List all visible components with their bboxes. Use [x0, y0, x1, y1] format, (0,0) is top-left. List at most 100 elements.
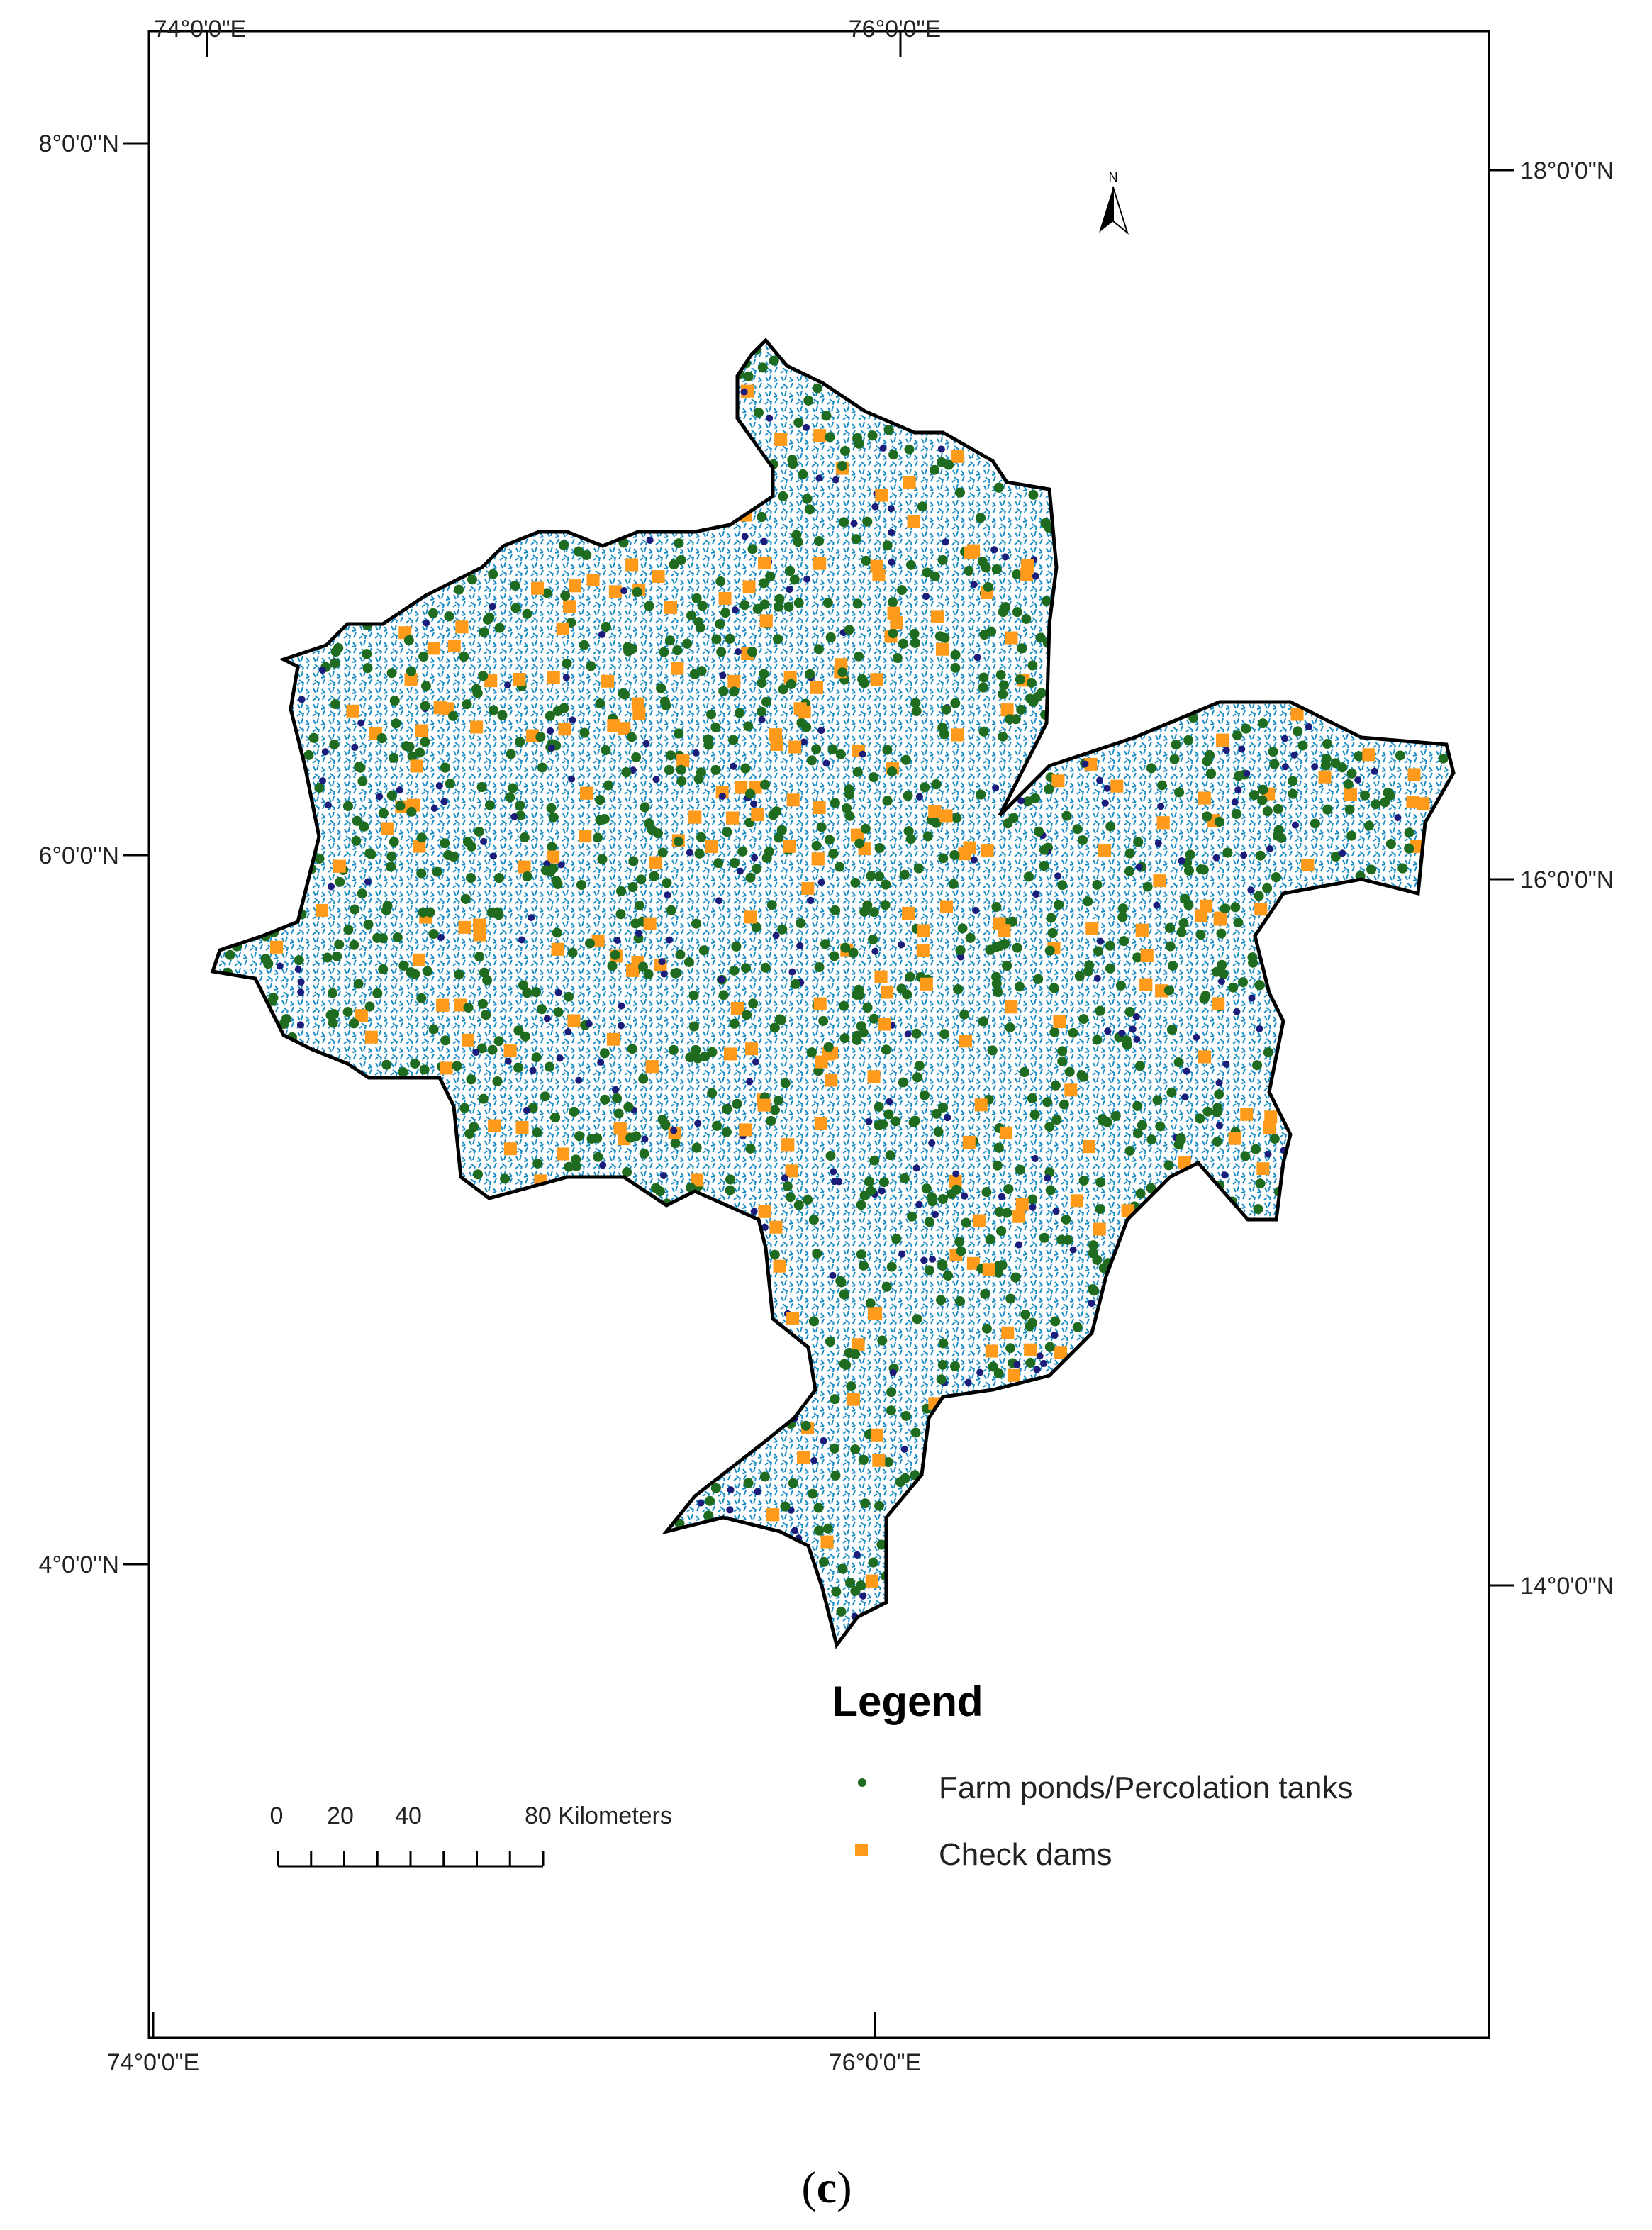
check-dam — [567, 1014, 581, 1027]
farm-pond — [398, 1066, 408, 1077]
farm-pond — [1395, 750, 1405, 761]
tank-dot — [635, 930, 643, 937]
farm-pond — [1029, 1110, 1040, 1120]
check-dam — [813, 429, 827, 442]
farm-pond — [1404, 843, 1414, 854]
farm-pond — [959, 1009, 970, 1020]
farm-pond — [769, 1105, 780, 1115]
farm-pond — [1102, 1117, 1112, 1127]
farm-pond — [522, 608, 532, 619]
farm-pond — [802, 494, 813, 504]
farm-pond — [793, 598, 804, 608]
farm-pond — [1015, 674, 1025, 685]
farm-pond — [674, 728, 684, 739]
farm-pond — [793, 1200, 804, 1210]
tank-dot — [658, 958, 666, 966]
farm-pond — [789, 574, 800, 585]
tank-dot — [871, 947, 879, 955]
farm-pond — [851, 989, 861, 1000]
farm-pond — [710, 722, 721, 732]
check-dam — [1098, 844, 1111, 857]
tank-dot — [1088, 1300, 1095, 1308]
region-outline — [210, 338, 1456, 1649]
farm-pond — [661, 701, 671, 711]
check-dam — [691, 1173, 704, 1187]
farm-pond — [759, 599, 770, 610]
farm-pond — [854, 838, 865, 849]
farm-pond — [1146, 763, 1156, 774]
farm-pond — [862, 1002, 873, 1013]
farm-pond — [1124, 848, 1135, 859]
check-dam — [785, 1164, 798, 1178]
tank-dot — [937, 445, 945, 453]
tank-dot — [554, 988, 562, 996]
farm-pond — [1233, 918, 1244, 928]
farm-pond — [950, 698, 961, 708]
farm-pond — [693, 617, 704, 628]
farm-pond — [515, 737, 525, 747]
farm-pond — [1132, 1100, 1143, 1111]
tank-dot — [376, 793, 384, 801]
check-dam — [875, 489, 888, 502]
check-dam — [814, 1117, 827, 1131]
farm-pond — [1027, 660, 1038, 671]
farm-pond — [354, 762, 364, 772]
tank-dot — [931, 1210, 939, 1218]
tank-dot — [920, 1256, 928, 1264]
check-dam — [503, 1142, 517, 1156]
check-dam — [626, 964, 640, 977]
region-fill — [213, 340, 1453, 1645]
tank-dot — [898, 1250, 906, 1258]
check-dam — [868, 1307, 881, 1320]
farm-pond — [811, 744, 822, 754]
farm-pond — [898, 1077, 908, 1088]
farm-pond — [766, 1115, 776, 1126]
check-dam — [607, 719, 620, 732]
check-dam — [1053, 1015, 1066, 1028]
farm-pond — [806, 755, 817, 766]
tank-dot — [1233, 1008, 1241, 1015]
check-dam — [355, 1009, 368, 1022]
scale-bar: 0 20 40 80 Kilometers — [270, 1802, 672, 1868]
farm-pond — [722, 827, 732, 837]
farm-pond — [931, 779, 942, 790]
farm-pond — [979, 630, 990, 640]
check-dam — [558, 723, 571, 736]
farm-pond — [1257, 795, 1268, 805]
farm-pond — [759, 669, 769, 679]
farm-pond — [329, 739, 340, 749]
tank-dot — [1054, 872, 1062, 880]
tank-dot — [1311, 763, 1319, 771]
farm-pond — [785, 566, 796, 576]
check-dam — [652, 570, 665, 584]
farm-pond — [444, 611, 454, 622]
tank-dot — [1017, 797, 1025, 805]
farm-pond — [1133, 837, 1144, 847]
tank-dot — [1181, 1093, 1189, 1101]
farm-pond — [922, 831, 933, 842]
tank-dot — [1193, 1034, 1200, 1042]
check-dam — [813, 801, 826, 815]
farm-pond — [788, 459, 798, 469]
farm-pond — [1088, 1248, 1098, 1259]
check-dam — [871, 1428, 884, 1442]
farm-pond — [803, 1195, 813, 1205]
check-dam — [781, 1138, 795, 1152]
farm-pond — [897, 585, 908, 596]
farm-pond — [950, 662, 961, 673]
check-dam — [503, 1044, 517, 1058]
farm-pond — [839, 1289, 849, 1300]
farm-pond — [881, 879, 891, 890]
farm-pond — [886, 1405, 896, 1416]
farm-pond — [1404, 827, 1414, 838]
farm-pond — [1218, 969, 1229, 979]
farm-pond — [1089, 1286, 1100, 1296]
check-dam — [998, 924, 1011, 937]
farm-pond — [776, 825, 787, 835]
farm-pond — [852, 1035, 862, 1045]
farm-pond — [842, 803, 852, 813]
farm-pond — [761, 852, 772, 863]
farm-pond — [1093, 946, 1104, 957]
check-dam — [1000, 703, 1014, 717]
farm-pond — [500, 1173, 510, 1184]
